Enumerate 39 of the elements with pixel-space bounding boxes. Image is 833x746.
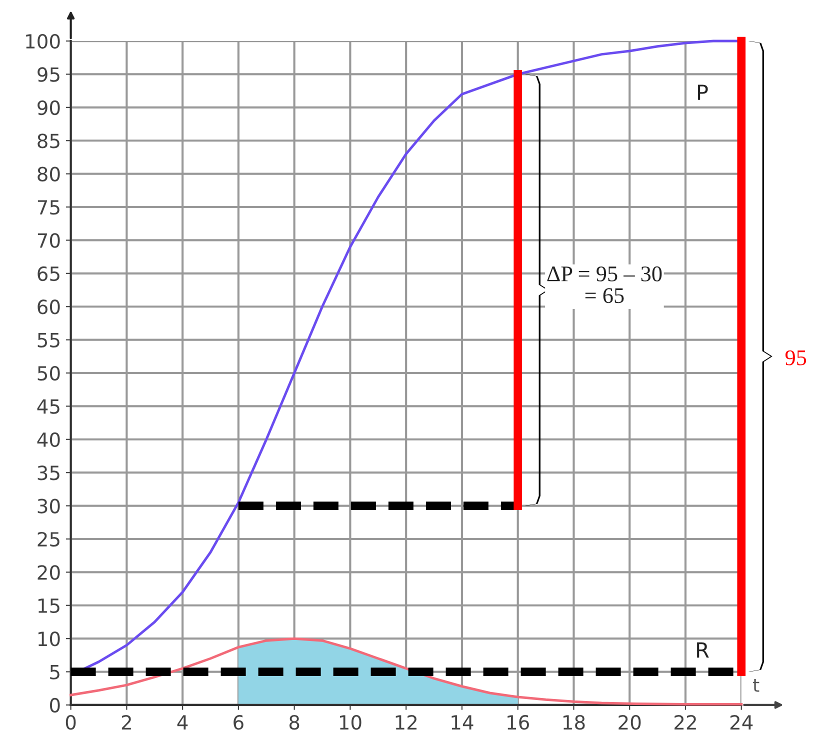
y-tick-label: 40 xyxy=(37,432,60,448)
x-tick-label: 18 xyxy=(563,715,585,730)
y-tick-label: 45 xyxy=(37,399,60,414)
y-tick-label: 35 xyxy=(38,466,60,480)
y-tick-label: 90 xyxy=(38,100,60,116)
text: 95 xyxy=(785,350,806,366)
annotation: ΔP = 95 – 30 = 65 xyxy=(547,266,662,304)
x-tick-label: 12 xyxy=(396,715,417,730)
y-tick-label: 65 xyxy=(38,266,60,282)
annotation: R xyxy=(697,642,709,658)
y-tick-label: 100 xyxy=(26,34,60,49)
y-tick-label: 60 xyxy=(38,300,60,314)
y-tick-label: 95 xyxy=(38,67,60,82)
annotation: P xyxy=(698,84,708,100)
x-tick-label: 10 xyxy=(340,715,362,730)
y-tick-label: 75 xyxy=(38,200,60,215)
y-tick-label: 80 xyxy=(38,166,60,182)
y-tick-label: 5 xyxy=(50,664,60,680)
x-tick-label: 4 xyxy=(177,715,188,730)
x-tick-label: 0 xyxy=(66,715,76,730)
x-tick-label: 24 xyxy=(730,715,753,730)
x-axis-title: t xyxy=(753,679,760,692)
y-tick-label: 0 xyxy=(50,698,60,713)
y-tick-label: 30 xyxy=(38,498,60,514)
y-tick-label: 25 xyxy=(38,532,60,547)
y-tick-label: 70 xyxy=(38,233,60,248)
x-tick-label: 2 xyxy=(122,715,131,730)
y-tick-label: 20 xyxy=(38,565,60,580)
x-tick-label: 16 xyxy=(508,715,529,730)
y-tick-label: 10 xyxy=(38,632,60,646)
x-tick-label: 6 xyxy=(234,715,244,730)
y-tick-label: 50 xyxy=(38,366,60,381)
x-tick-label: 8 xyxy=(289,715,300,730)
y-tick-label: 85 xyxy=(38,134,60,148)
x-tick-label: 14 xyxy=(452,715,474,730)
x-tick-label: 20 xyxy=(618,715,641,730)
x-tick-label: 22 xyxy=(674,715,696,730)
y-tick-label: 15 xyxy=(38,598,60,614)
y-tick-label: 55 xyxy=(38,333,60,348)
